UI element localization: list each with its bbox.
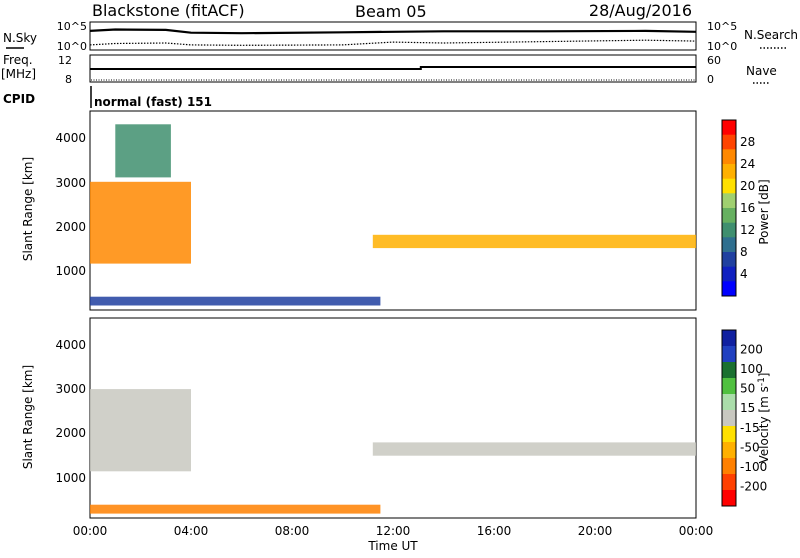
power-colorbar: 28 24 20 16 12 8 4: [721, 119, 755, 297]
velocity-ytick-4000: 4000: [55, 338, 86, 352]
colorbar-tick-label: -100: [740, 460, 767, 474]
beam-title: Beam 05: [355, 2, 427, 21]
colorbar-tick-label: 16: [740, 201, 755, 215]
colorbar-segment: [722, 178, 736, 194]
colorbar-segment: [722, 164, 736, 180]
colorbar-segment: [722, 266, 736, 282]
freq-label: Freq.: [3, 53, 33, 67]
xtick-0: 00:00: [73, 524, 108, 538]
scatter-band: [372, 442, 696, 456]
power-scale-label: Power [dB]: [757, 179, 771, 244]
colorbar-segment: [722, 378, 736, 395]
colorbar-tick-label: 20: [740, 179, 755, 193]
colorbar-segment: [722, 237, 736, 253]
colorbar-tick-label: 15: [740, 401, 755, 415]
velocity-bands-layer: [90, 389, 696, 514]
scatter-band: [115, 124, 171, 178]
xtick-2: 08:00: [275, 524, 310, 538]
colorbar-segment: [722, 208, 736, 224]
colorbar-tick-label: 24: [740, 157, 755, 171]
freq-tick-right-bottom: 0: [707, 73, 714, 86]
colorbar-tick-label: -50: [740, 440, 760, 454]
cpid-text: normal (fast) 151: [94, 95, 212, 109]
colorbar-segment: [722, 458, 736, 475]
xaxis-label: Time UT: [367, 539, 418, 553]
colorbar-tick-label: 200: [740, 343, 763, 357]
velocity-scale-label: Velocity [m s-1]: [757, 373, 771, 464]
colorbar-segment: [722, 394, 736, 411]
velocity-ylabel: Slant Range [km]: [21, 365, 35, 469]
nave-label: Nave: [746, 64, 777, 78]
nsearch-label: N.Search: [744, 28, 798, 42]
scatter-band: [90, 504, 381, 514]
power-bands-layer: [90, 124, 696, 306]
colorbar-segment: [722, 330, 736, 347]
noise-tick-left-top: 10^5: [57, 20, 87, 33]
colorbar-segment: [722, 149, 736, 165]
power-ytick-4000: 4000: [55, 131, 86, 145]
colorbar-segment: [722, 426, 736, 443]
freq-tick-right-top: 60: [707, 54, 721, 67]
noise-tick-right-bottom: 10^0: [707, 40, 737, 53]
freq-tick-left-bottom: 8: [65, 73, 72, 86]
power-ylabel: Slant Range [km]: [21, 157, 35, 261]
velocity-ytick-2000: 2000: [55, 426, 86, 440]
power-ytick-1000: 1000: [55, 264, 86, 278]
freq-tick-left-top: 12: [58, 54, 72, 67]
station-title: Blackstone (fitACF): [92, 1, 245, 20]
scatter-band: [372, 234, 696, 249]
colorbar-segment: [722, 222, 736, 238]
colorbar-frame: [721, 119, 737, 297]
colorbar-tick-label: 50: [740, 382, 755, 396]
scatter-band: [90, 181, 191, 264]
frequency-series-line: [90, 66, 696, 70]
colorbar-tick-label: -200: [740, 479, 767, 493]
colorbar-segment: [722, 442, 736, 459]
colorbar-segment: [722, 281, 736, 297]
colorbar-tick-label: 12: [740, 223, 755, 237]
xtick-6: 00:00: [679, 524, 714, 538]
colorbar-segment: [722, 252, 736, 268]
colorbar-tick-label: 28: [740, 135, 755, 149]
power-ytick-2000: 2000: [55, 220, 86, 234]
xtick-3: 12:00: [376, 524, 411, 538]
colorbar-segment: [722, 120, 736, 136]
xtick-1: 04:00: [174, 524, 209, 538]
nsky-series-line: [89, 28, 697, 35]
velocity-colorbar: 200 100 50 15 -15 -50 -100 -200: [721, 329, 767, 507]
colorbar-segment: [722, 346, 736, 363]
colorbar-segment: [722, 490, 736, 507]
noise-tick-left-bottom: 10^0: [57, 40, 87, 53]
noise-panel-frame: [89, 21, 697, 51]
colorbar-tick-label: -15: [740, 421, 760, 435]
velocity-ytick-3000: 3000: [55, 382, 86, 396]
colorbar-tick-label: 100: [740, 362, 763, 376]
colorbar-segment: [722, 410, 736, 427]
colorbar-frame: [721, 329, 737, 507]
colorbar-segment: [722, 134, 736, 150]
colorbar-tick-label: 4: [740, 267, 748, 281]
xtick-5: 20:00: [578, 524, 613, 538]
colorbar-segment: [722, 193, 736, 209]
colorbar-segment: [722, 362, 736, 379]
date-title: 28/Aug/2016: [589, 1, 692, 20]
power-ytick-3000: 3000: [55, 176, 86, 190]
cpid-label: CPID: [3, 92, 35, 106]
scatter-band: [90, 389, 191, 472]
nsearch-series-line: [89, 39, 697, 46]
velocity-ytick-1000: 1000: [55, 471, 86, 485]
noise-tick-right-top: 10^5: [707, 20, 737, 33]
colorbar-segment: [722, 474, 736, 491]
mhz-label: [MHz]: [1, 67, 36, 81]
xtick-4: 16:00: [477, 524, 512, 538]
scatter-band: [90, 296, 381, 306]
colorbar-tick-label: 8: [740, 245, 748, 259]
nsky-label: N.Sky: [3, 31, 37, 45]
